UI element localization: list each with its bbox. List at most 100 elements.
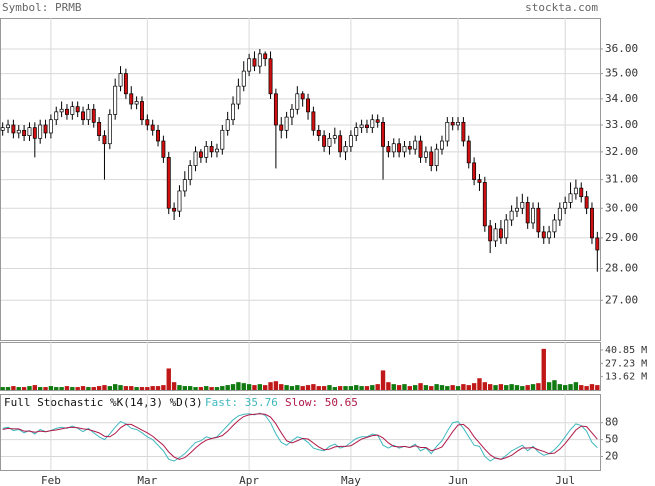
volume-bar: [64, 386, 70, 390]
candle-body: [568, 193, 573, 203]
candle-body: [182, 179, 187, 192]
candle-body: [370, 119, 375, 128]
candle-body: [541, 231, 546, 239]
volume-bar: [370, 385, 375, 390]
y-tick-label: 35.00: [605, 67, 638, 80]
volume-bar: [27, 386, 32, 390]
volume-bar: [16, 387, 21, 390]
candle-body: [429, 151, 434, 166]
candle-body: [423, 151, 428, 158]
volume-bar: [359, 386, 364, 390]
volume-bar: [193, 387, 198, 390]
candle-body: [75, 106, 80, 113]
candle-body: [65, 108, 69, 115]
y-tick-label: 36.00: [605, 42, 638, 55]
volume-bar: [112, 384, 118, 390]
candle-body: [386, 146, 391, 153]
candle-body: [365, 124, 369, 128]
volume-bar: [171, 382, 177, 390]
candle-body: [456, 122, 460, 126]
candle-body: [172, 207, 177, 212]
candle-body: [504, 219, 509, 239]
volume-bar: [541, 348, 546, 390]
candle-body: [338, 135, 343, 153]
candle-body: [584, 196, 589, 209]
volume-bar: [461, 384, 466, 390]
candle-body: [22, 129, 27, 136]
y-tick-label: 40.85 M: [605, 345, 647, 356]
volume-bar: [91, 387, 96, 390]
candle-body: [59, 108, 64, 113]
candle-body: [445, 122, 450, 142]
candle-body: [450, 122, 455, 126]
volume-bar: [530, 384, 536, 390]
candle-body: [86, 108, 91, 121]
volume-bar: [514, 385, 520, 390]
candle-body: [407, 146, 412, 150]
volume-bar: [487, 384, 493, 390]
candle-body: [284, 116, 289, 131]
volume-bar: [262, 385, 268, 390]
candle-body: [520, 202, 525, 209]
candle-body: [477, 179, 482, 183]
candle-body: [290, 108, 294, 118]
volume-bar: [509, 384, 514, 390]
volume-bar: [321, 386, 327, 390]
candle-body: [300, 93, 305, 100]
candle-body: [311, 111, 316, 131]
candle-body: [402, 146, 407, 153]
volume-bar: [316, 386, 321, 390]
volume-bar: [86, 387, 91, 390]
candle-body: [38, 124, 43, 139]
candle-body: [413, 140, 418, 150]
candle-body: [247, 58, 252, 72]
volume-bar: [520, 386, 525, 390]
candle-body: [279, 124, 284, 131]
candle-body: [273, 93, 278, 126]
volume-bar: [327, 385, 332, 390]
volume-bar: [182, 386, 188, 390]
volume-bar: [209, 387, 214, 390]
candle-body: [231, 103, 235, 121]
candle-body: [536, 207, 541, 233]
volume-bar: [187, 386, 193, 390]
volume-bar: [536, 383, 541, 390]
volume-bar: [59, 387, 64, 390]
y-tick-label: 31.00: [605, 173, 638, 186]
volume-bar: [595, 385, 600, 390]
volume-bar: [284, 385, 289, 390]
volume-bar: [337, 386, 343, 390]
volume-bar: [102, 385, 107, 390]
candle-body: [118, 73, 123, 87]
candle-body: [204, 146, 209, 158]
candle-body: [215, 148, 219, 153]
volume-bar: [177, 385, 182, 390]
candle-body: [461, 122, 466, 142]
volume-bar: [348, 386, 354, 390]
volume-bar: [402, 384, 407, 390]
volume-bar: [96, 386, 102, 390]
candle-body: [220, 129, 225, 150]
volume-bar: [134, 387, 139, 390]
volume-bar: [32, 385, 38, 390]
candle-body: [188, 165, 193, 180]
x-tick-label: Jun: [448, 474, 468, 486]
candle-body: [316, 129, 321, 136]
candle-body: [129, 93, 134, 105]
candle-body: [359, 124, 364, 128]
volume-bar: [391, 384, 396, 390]
x-tick-label: Mar: [137, 474, 157, 486]
candle-body: [397, 143, 402, 153]
volume-bar: [150, 386, 155, 390]
volume-bar: [204, 386, 209, 390]
y-tick-label: 13.62 M: [605, 372, 647, 383]
candle-body: [488, 225, 493, 242]
candle-body: [440, 140, 444, 150]
candle-body: [343, 146, 348, 153]
volume-bar: [129, 386, 134, 390]
candle-body: [177, 190, 182, 212]
candle-body: [193, 151, 198, 166]
candle-body: [552, 219, 557, 233]
stochastic-title: Full Stochastic %K(14,3) %D(3): [4, 396, 203, 409]
